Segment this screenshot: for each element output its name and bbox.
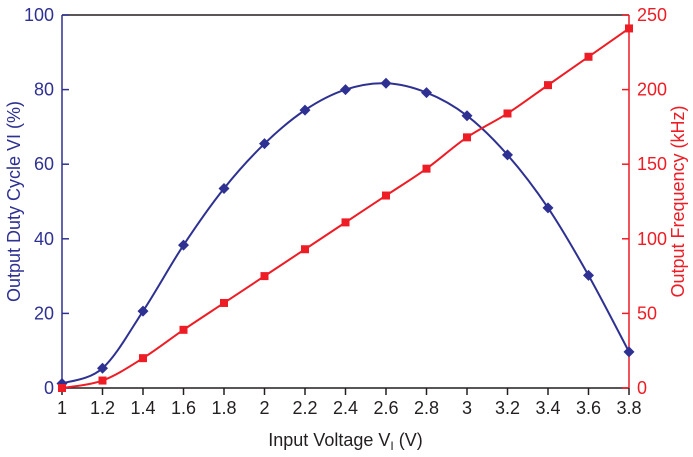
data-point-diamond bbox=[259, 138, 270, 150]
series-1-line bbox=[61, 82, 630, 385]
x-tick-label: 2 bbox=[259, 398, 269, 418]
x-axis-title-unit: (V) bbox=[394, 430, 423, 450]
y-left-axis-title: Output Duty Cycle VI (%) bbox=[4, 101, 24, 302]
data-point-square bbox=[139, 354, 147, 363]
data-point-diamond bbox=[461, 110, 473, 122]
x-tick-label: 2.6 bbox=[373, 398, 398, 418]
data-point-square bbox=[260, 272, 269, 281]
y-right-tick-label: 100 bbox=[637, 229, 667, 249]
y-left-tick-label: 60 bbox=[34, 154, 54, 174]
y-left-tick-label: 80 bbox=[34, 80, 54, 100]
y-right-tick-label: 250 bbox=[637, 5, 667, 25]
x-tick-label: 2.8 bbox=[414, 398, 439, 418]
data-point-square bbox=[625, 24, 633, 33]
data-point-diamond bbox=[218, 182, 230, 194]
data-point-square bbox=[179, 325, 188, 334]
y-left-tick-label: 40 bbox=[34, 229, 54, 249]
left-axis-ticks: 0 20 40 60 80 100 bbox=[24, 5, 69, 398]
data-point-square bbox=[382, 191, 390, 200]
data-point-square bbox=[503, 109, 512, 118]
x-tick-label: 3.8 bbox=[616, 398, 641, 418]
data-point-square bbox=[584, 52, 593, 61]
data-point-diamond bbox=[583, 269, 594, 281]
plot-frame bbox=[61, 14, 630, 389]
x-axis-ticks: 1 1.2 1.4 1.6 1.8 2 2.2 2.4 2.6 2.8 3 3.2 3.4 3.6 3.8 bbox=[57, 388, 642, 418]
x-tick-label: 3.4 bbox=[535, 398, 560, 418]
series-1 bbox=[56, 77, 635, 390]
y-right-tick-label: 200 bbox=[637, 80, 667, 100]
x-tick-label: 1.6 bbox=[171, 398, 196, 418]
y-right-tick-label: 150 bbox=[637, 154, 667, 174]
data-point-square bbox=[58, 384, 66, 392]
data-point-square bbox=[341, 218, 350, 227]
data-point-square bbox=[98, 376, 107, 385]
y-right-tick-label: 50 bbox=[637, 303, 657, 323]
x-tick-label: 1.8 bbox=[211, 398, 236, 418]
x-axis-title: Input Voltage VI (V) bbox=[268, 430, 422, 453]
data-point-diamond bbox=[623, 346, 635, 358]
data-point-diamond bbox=[380, 77, 392, 89]
x-tick-label: 2.2 bbox=[292, 398, 317, 418]
x-tick-label: 3.2 bbox=[495, 398, 520, 418]
x-tick-label: 3 bbox=[462, 398, 472, 418]
x-axis-title-main: Input Voltage V bbox=[268, 430, 390, 450]
data-point-diamond bbox=[97, 362, 108, 374]
series-2 bbox=[58, 24, 633, 392]
x-tick-label: 1 bbox=[57, 398, 67, 418]
y-left-tick-label: 20 bbox=[34, 303, 54, 323]
data-point-square bbox=[544, 81, 552, 90]
y-left-tick-label: 0 bbox=[44, 378, 54, 398]
series-group bbox=[56, 24, 635, 392]
data-point-square bbox=[220, 298, 228, 307]
data-point-square bbox=[422, 164, 431, 173]
y-left-tick-label: 100 bbox=[24, 5, 54, 25]
data-point-diamond bbox=[299, 104, 311, 116]
x-tick-label: 1.2 bbox=[90, 398, 115, 418]
x-tick-label: 3.6 bbox=[576, 398, 601, 418]
data-point-diamond bbox=[178, 239, 189, 251]
data-point-diamond bbox=[340, 84, 351, 96]
x-axis-title-subscript: I bbox=[390, 439, 393, 453]
y-right-axis-title: Output Frequency (kHz) bbox=[668, 105, 688, 297]
data-point-square bbox=[301, 245, 309, 254]
data-point-diamond bbox=[502, 149, 513, 161]
data-point-diamond bbox=[421, 87, 432, 99]
right-axis-ticks: 0 50 100 150 200 250 bbox=[622, 5, 667, 398]
data-point-diamond bbox=[137, 305, 149, 317]
y-right-tick-label: 0 bbox=[637, 378, 647, 398]
data-point-diamond bbox=[542, 202, 554, 214]
x-tick-label: 1.4 bbox=[130, 398, 155, 418]
x-tick-label: 2.4 bbox=[333, 398, 358, 418]
data-point-square bbox=[463, 133, 471, 142]
